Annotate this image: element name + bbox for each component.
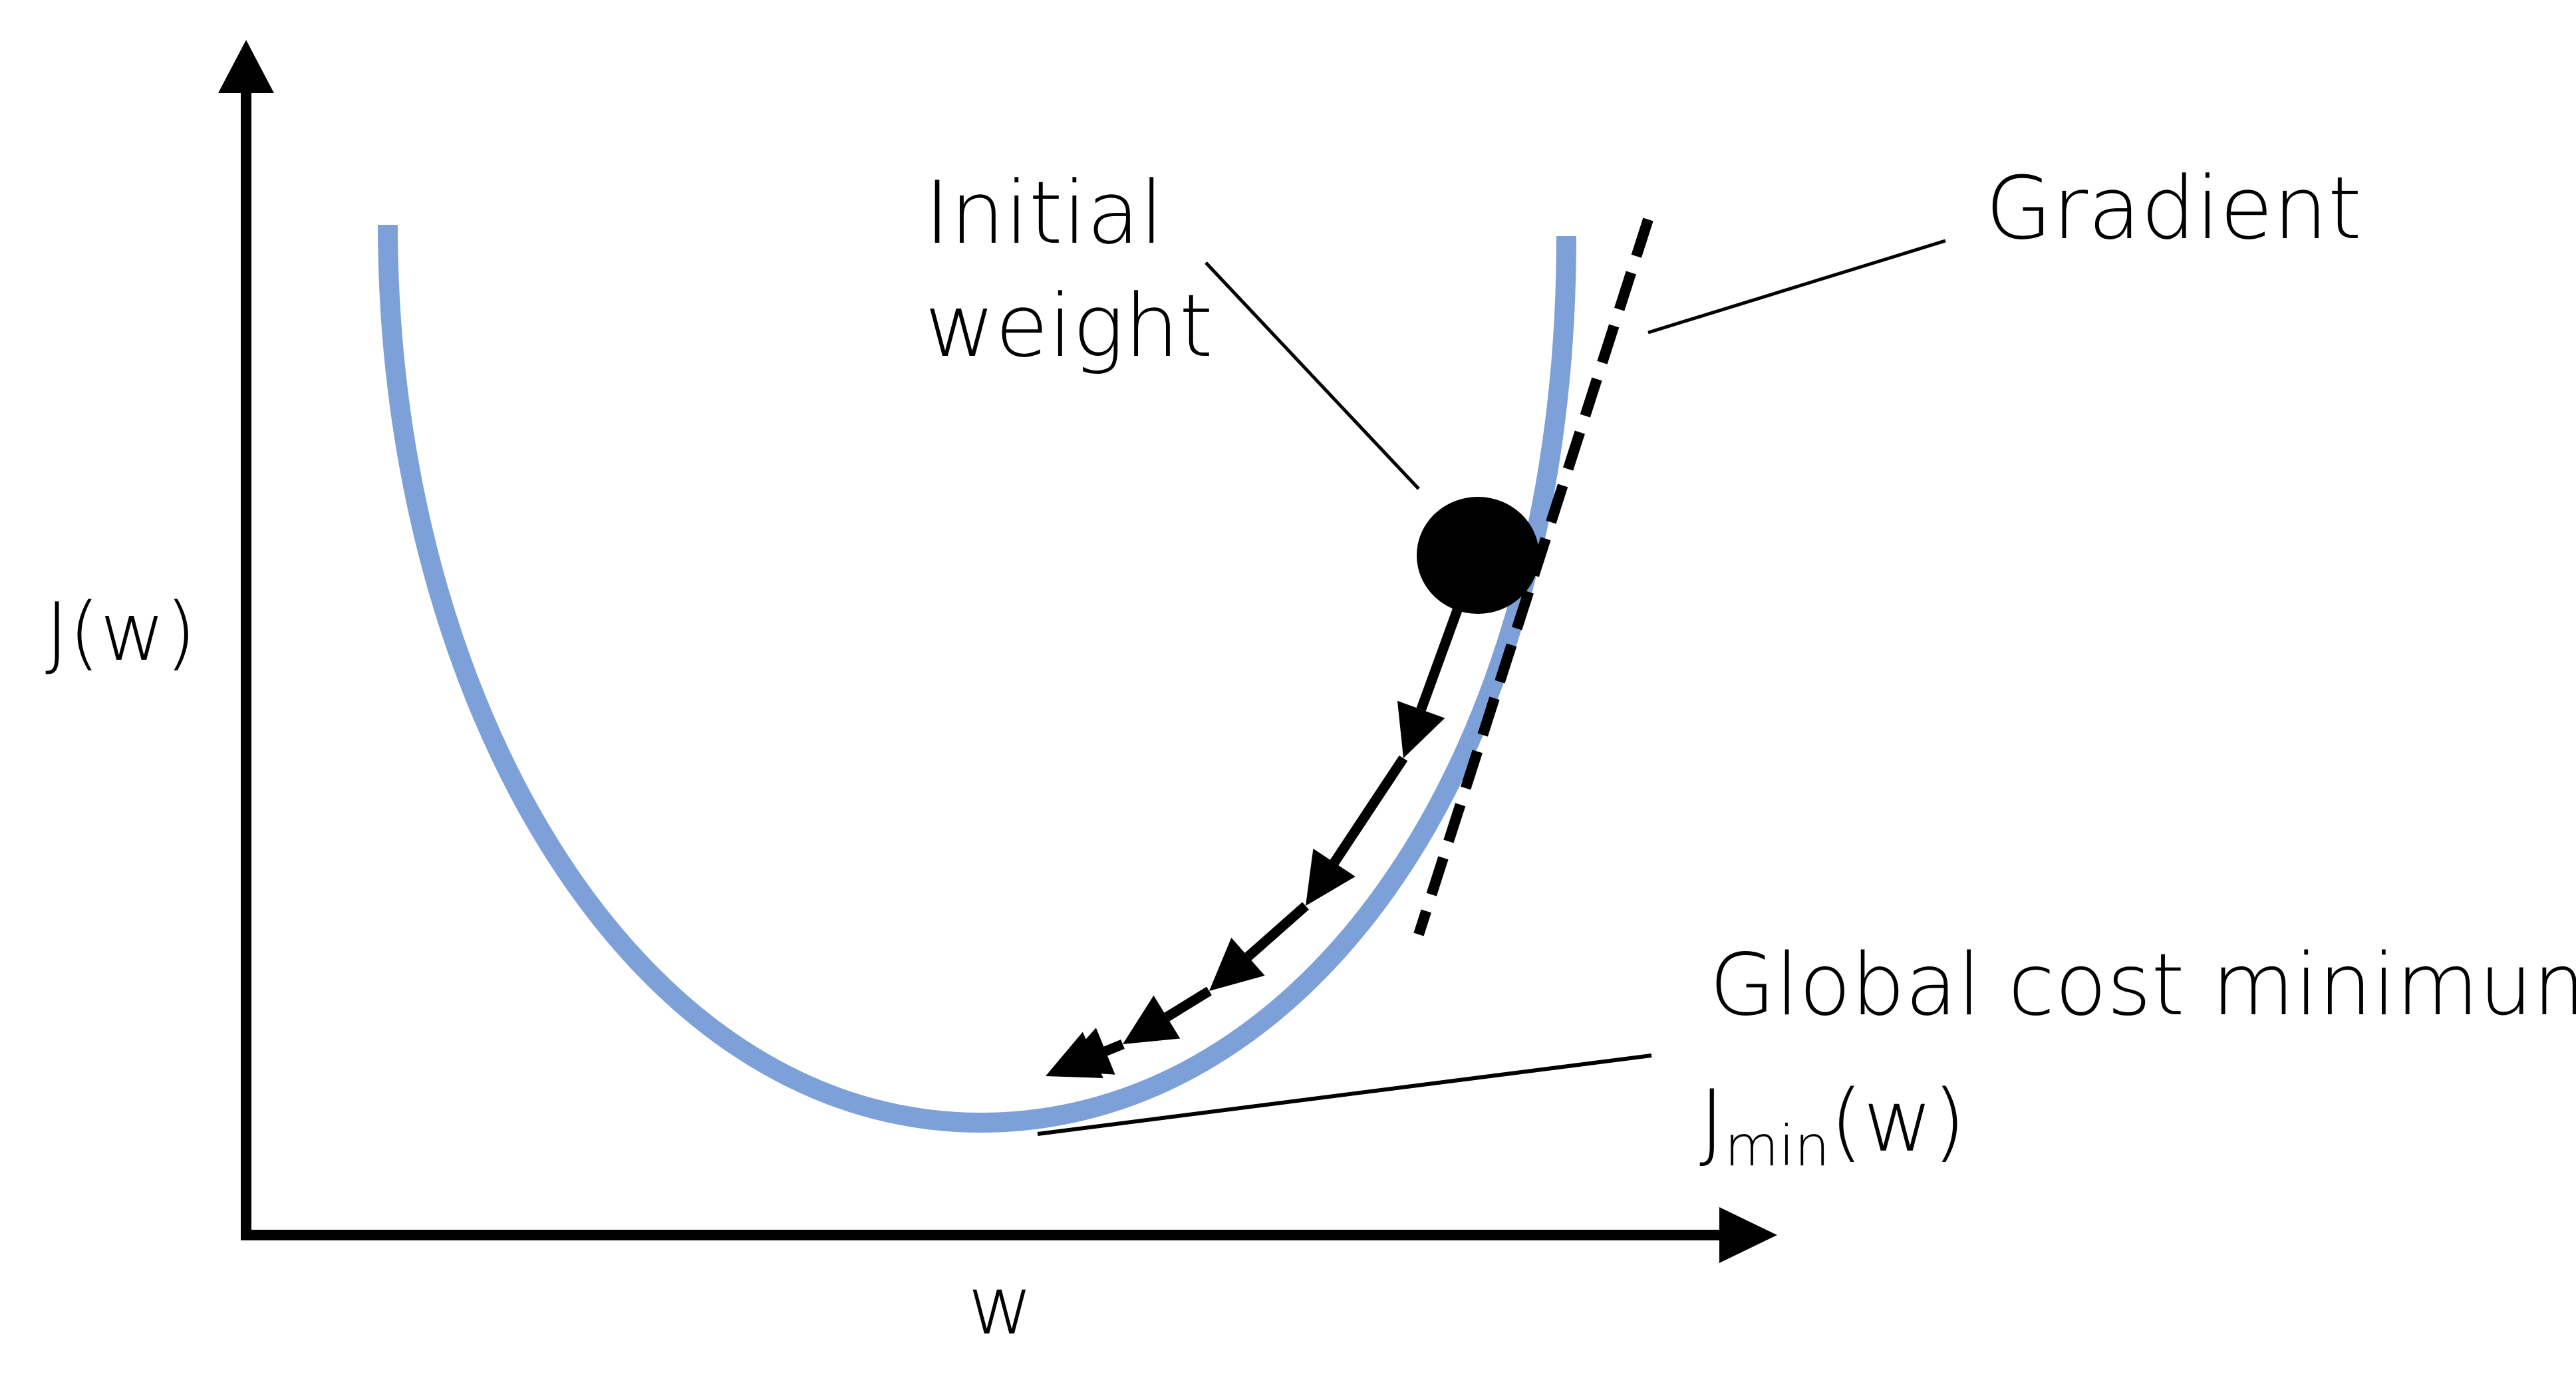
gradient-label: Gradient: [1985, 158, 2362, 259]
gradient-tangent-line: [1413, 217, 1653, 936]
jmin-subscript: min: [1725, 1113, 1830, 1179]
y-axis-label: J(w): [45, 587, 196, 679]
descent-step-6-arrowhead: [1046, 1032, 1103, 1079]
descent-step-4-shaft: [1164, 986, 1212, 1022]
initial-weight-leader: [1205, 261, 1420, 490]
jmin-argument: (w): [1830, 1072, 1966, 1171]
descent-step-3-shaft: [1244, 902, 1309, 961]
global-min-leader: [1037, 1053, 1652, 1136]
descent-step-4-arrowhead: [1123, 995, 1181, 1044]
gradient-leader: [1647, 239, 1946, 335]
jmin-main: J: [1699, 1072, 1725, 1171]
descent-step-2-shaft: [1330, 755, 1408, 866]
x-axis-arrowhead: [1719, 1207, 1777, 1263]
initial-weight-label-line1: Initial: [925, 162, 1164, 263]
y-axis-arrowhead: [218, 40, 274, 93]
descent-step-1-arrowhead: [1397, 700, 1445, 758]
descent-steps: [1046, 605, 1464, 1079]
jmin-label: Jmin(w): [1699, 1072, 1966, 1179]
descent-step-2-arrowhead: [1306, 848, 1356, 906]
descent-step-5-shaft: [1103, 1040, 1125, 1056]
descent-step-3-arrowhead: [1209, 937, 1265, 991]
x-axis-label: w: [968, 1260, 1033, 1353]
cost-curve: [378, 224, 1576, 1133]
initial-weight-point: [1417, 497, 1539, 614]
initial-weight-label-line2: weight: [925, 275, 1213, 376]
descent-step-1-shaft: [1416, 605, 1464, 712]
global-min-label: Global cost minimum: [1709, 936, 2576, 1035]
